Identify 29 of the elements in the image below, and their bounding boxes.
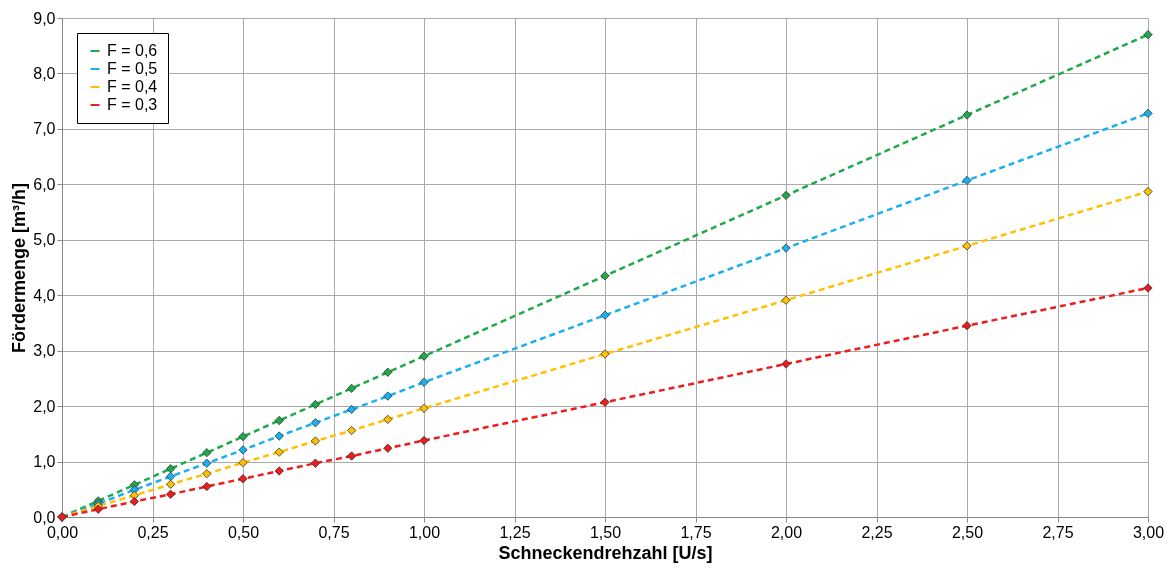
legend-label: F = 0,3	[107, 96, 158, 113]
x-tick-label: 1,25	[499, 523, 531, 541]
y-tick-label: 7,0	[33, 120, 56, 138]
y-axis-title: Fördermenge [m³/h]	[9, 182, 30, 354]
x-tick-label: 0,25	[137, 523, 169, 541]
x-tick-label: 2,25	[861, 523, 893, 541]
x-tick-label: 3,00	[1132, 523, 1165, 541]
y-tick-label: 3,0	[33, 342, 56, 360]
y-tick-label: 8,0	[33, 64, 56, 82]
y-tick-label: 4,0	[33, 286, 56, 304]
legend-label: F = 0,6	[107, 42, 158, 59]
x-tick-label: 2,75	[1042, 523, 1074, 541]
y-tick-label: 5,0	[33, 231, 56, 249]
legend-label: F = 0,5	[107, 60, 158, 77]
x-tick-label: 0,50	[227, 523, 260, 541]
x-axis-title: Schneckendrehzahl [U/s]	[498, 542, 713, 563]
x-tick-label: 1,50	[589, 523, 622, 541]
x-tick-label: 2,00	[770, 523, 803, 541]
legend-label: F = 0,4	[107, 78, 158, 95]
x-tick-label: 1,75	[680, 523, 712, 541]
y-tick-label: 9,0	[33, 9, 56, 27]
y-tick-label: 0,0	[33, 508, 56, 526]
y-tick-label: 6,0	[33, 175, 56, 193]
x-tick-label: 0,00	[46, 523, 79, 541]
y-tick-label: 1,0	[33, 453, 56, 471]
x-tick-label: 1,00	[408, 523, 441, 541]
x-tick-label: 0,75	[318, 523, 350, 541]
y-tick-label: 2,0	[33, 397, 56, 415]
x-tick-label: 2,50	[951, 523, 984, 541]
